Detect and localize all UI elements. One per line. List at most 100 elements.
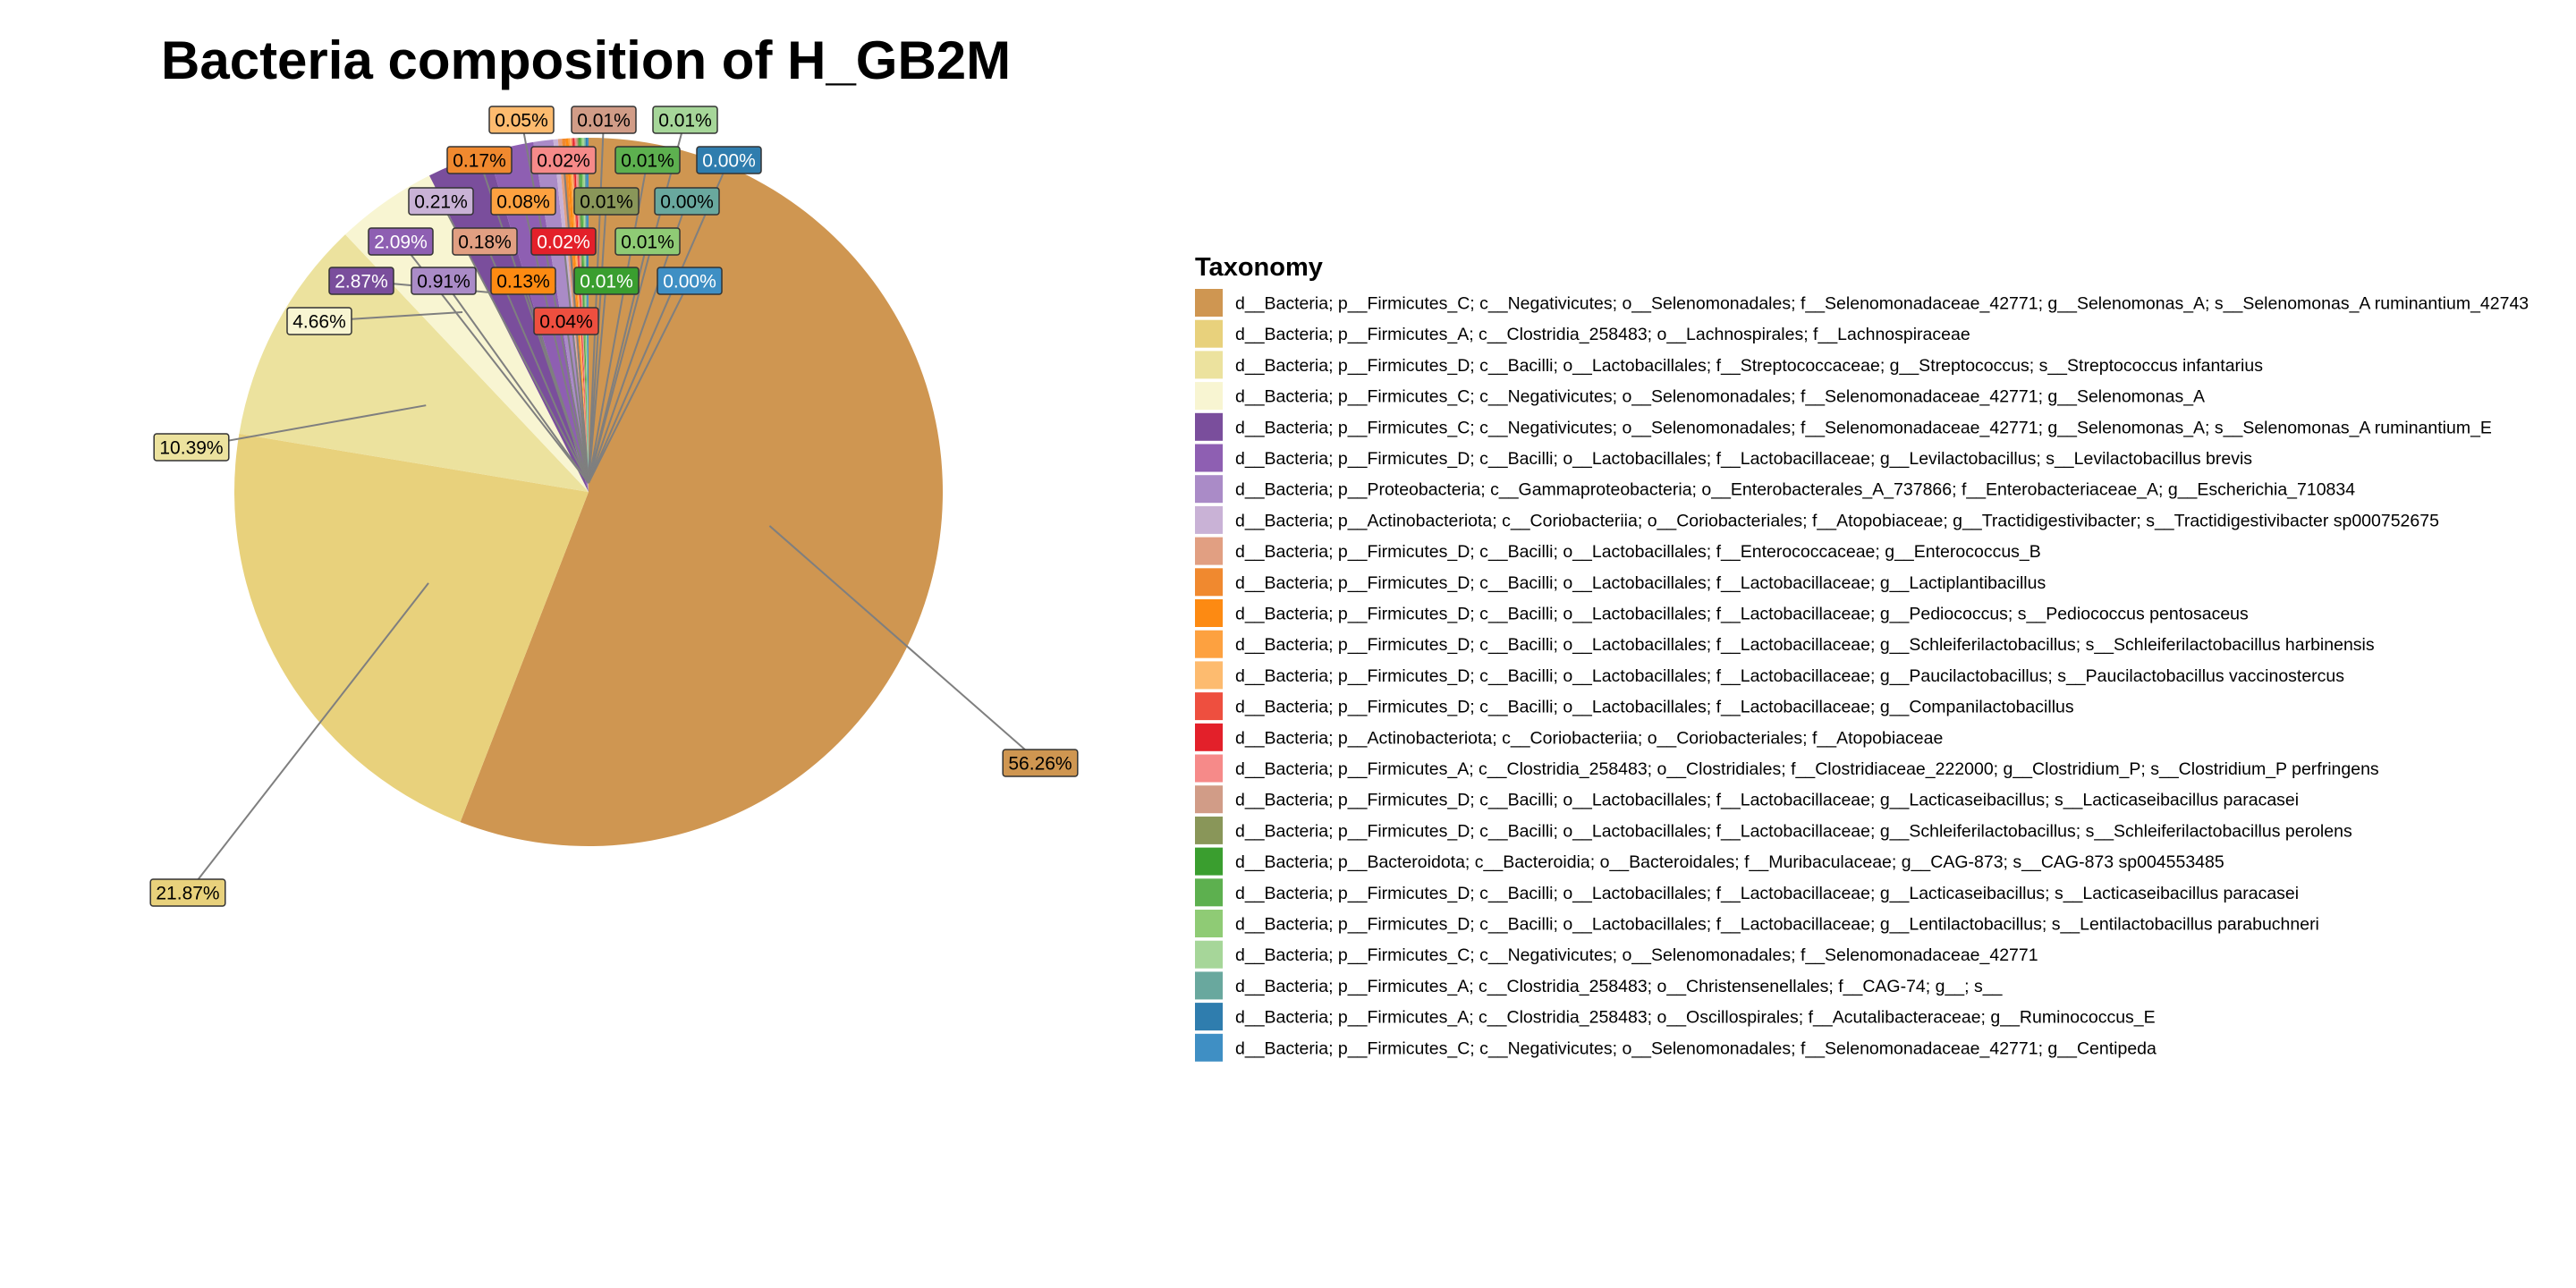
leader-line (588, 200, 607, 484)
value-label-box (696, 146, 762, 174)
legend-label: d__Bacteria; p__Firmicutes_C; c__Negativ… (1235, 418, 2492, 437)
value-label-box (657, 267, 723, 295)
legend-label: d__Bacteria; p__Firmicutes_C; c__Negativ… (1235, 387, 2205, 407)
leader-line (588, 119, 605, 484)
legend-label: d__Bacteria; p__Firmicutes_A; c__Clostri… (1235, 1008, 2156, 1028)
legend-swatch (1195, 723, 1223, 751)
value-label: 0.17% (453, 151, 506, 172)
leader-line (588, 280, 607, 484)
legend-swatch (1195, 910, 1223, 937)
legend-label: d__Bacteria; p__Firmicutes_D; c__Bacilli… (1235, 356, 2263, 376)
legend-swatch (1195, 289, 1223, 317)
legend-swatch (1195, 599, 1223, 627)
legend-swatch (1195, 754, 1223, 783)
pie-slice (234, 433, 589, 823)
legend-label: d__Bacteria; p__Firmicutes_D; c__Bacilli… (1235, 542, 2041, 562)
value-label: 21.87% (156, 884, 219, 904)
legend-label: d__Bacteria; p__Firmicutes_A; c__Clostri… (1235, 977, 2004, 996)
value-label-box (573, 187, 640, 216)
legend-label: d__Bacteria; p__Firmicutes_C; c__Negativ… (1235, 945, 2038, 965)
legend-label: d__Bacteria; p__Firmicutes_D; c__Bacilli… (1235, 573, 2046, 593)
value-label: 56.26% (1008, 754, 1072, 775)
value-label: 0.00% (702, 151, 756, 172)
value-label-box (286, 307, 352, 335)
legend-label: d__Bacteria; p__Firmicutes_D; c__Bacilli… (1235, 449, 2252, 469)
legend-swatch (1195, 971, 1223, 1000)
value-label-box (571, 106, 637, 134)
leader-line (768, 525, 1041, 764)
legend-label: d__Bacteria; p__Firmicutes_A; c__Clostri… (1235, 325, 1970, 344)
value-label-box (654, 187, 720, 216)
leader-line (521, 119, 589, 484)
value-label: 0.91% (417, 272, 470, 292)
leader-line (443, 280, 589, 484)
pie-slice (460, 138, 943, 846)
value-label-box (411, 267, 477, 295)
legend-items: d__Bacteria; p__Firmicutes_C; c__Negativ… (1195, 289, 2529, 1062)
leader-line (187, 582, 429, 894)
value-label: 4.66% (292, 312, 346, 333)
value-label: 0.18% (458, 233, 512, 253)
legend-label: d__Bacteria; p__Actinobacteriota; c__Cor… (1235, 728, 1943, 748)
value-label: 10.39% (159, 438, 223, 459)
value-label: 2.87% (335, 272, 388, 292)
legend-swatch (1195, 692, 1223, 721)
legend-swatch (1195, 505, 1223, 534)
value-label-box (490, 267, 556, 295)
leader-line (563, 241, 589, 484)
legend: Taxonomy d__Bacteria; p__Firmicutes_C; c… (1195, 253, 2529, 1062)
value-label: 0.00% (663, 272, 716, 292)
value-label: 0.01% (621, 151, 674, 172)
value-label-box (530, 146, 597, 174)
value-label: 0.01% (621, 233, 674, 253)
legend-swatch (1195, 661, 1223, 690)
value-label: 2.09% (374, 233, 428, 253)
legend-swatch (1195, 1003, 1223, 1031)
legend-swatch (1195, 475, 1223, 504)
legend-label: d__Bacteria; p__Firmicutes_C; c__Negativ… (1235, 294, 2529, 314)
legend-swatch (1195, 630, 1223, 658)
legend-swatch (1195, 537, 1223, 565)
value-label: 0.02% (537, 233, 590, 253)
value-label: 0.01% (580, 192, 633, 213)
legend-swatch (1195, 940, 1223, 969)
chart-title: Bacteria composition of H_GB2M (161, 30, 1011, 90)
legend-swatch (1195, 319, 1223, 348)
legend-swatch (1195, 878, 1223, 907)
value-label-box (368, 227, 434, 256)
value-label-box (530, 227, 597, 256)
legend-swatch (1195, 816, 1223, 844)
value-label-box (490, 187, 556, 216)
legend-label: d__Bacteria; p__Firmicutes_D; c__Bacilli… (1235, 605, 2249, 624)
legend-label: d__Bacteria; p__Firmicutes_D; c__Bacilli… (1235, 791, 2299, 810)
value-label-box (153, 433, 230, 462)
legend-label: d__Bacteria; p__Firmicutes_A; c__Clostri… (1235, 759, 2379, 779)
leader-line (588, 280, 691, 484)
value-label-box (408, 187, 474, 216)
slice-value-labels: 56.26% 21.87% 10.39% 4.66% 2.87% 2.09% 0.91% 0.… (149, 106, 1079, 907)
value-label-box (614, 146, 681, 174)
legend-swatch (1195, 1033, 1223, 1062)
legend-label: d__Bacteria; p__Firmicutes_D; c__Bacilli… (1235, 635, 2375, 655)
value-label: 0.04% (539, 312, 593, 333)
legend-label: d__Bacteria; p__Firmicutes_C; c__Negativ… (1235, 1038, 2157, 1058)
legend-swatch (1195, 412, 1223, 441)
value-label-box (533, 307, 599, 335)
legend-swatch (1195, 351, 1223, 379)
legend-label: d__Bacteria; p__Firmicutes_D; c__Bacilli… (1235, 884, 2299, 903)
leader-line (565, 320, 589, 484)
leader-line (191, 404, 427, 448)
legend-label: d__Bacteria; p__Bacteroidota; c__Bactero… (1235, 852, 2224, 872)
value-label-box (488, 106, 555, 134)
legend-swatch (1195, 785, 1223, 814)
value-label-box (573, 267, 640, 295)
legend-label: d__Bacteria; p__Actinobacteriota; c__Cor… (1235, 511, 2439, 530)
value-label-box (328, 267, 394, 295)
value-label: 0.01% (658, 111, 712, 131)
value-label: 0.02% (537, 151, 590, 172)
value-label-box (446, 146, 513, 174)
value-label-box (652, 106, 718, 134)
legend-label: d__Bacteria; p__Firmicutes_D; c__Bacilli… (1235, 666, 2344, 686)
value-label: 0.01% (577, 111, 631, 131)
